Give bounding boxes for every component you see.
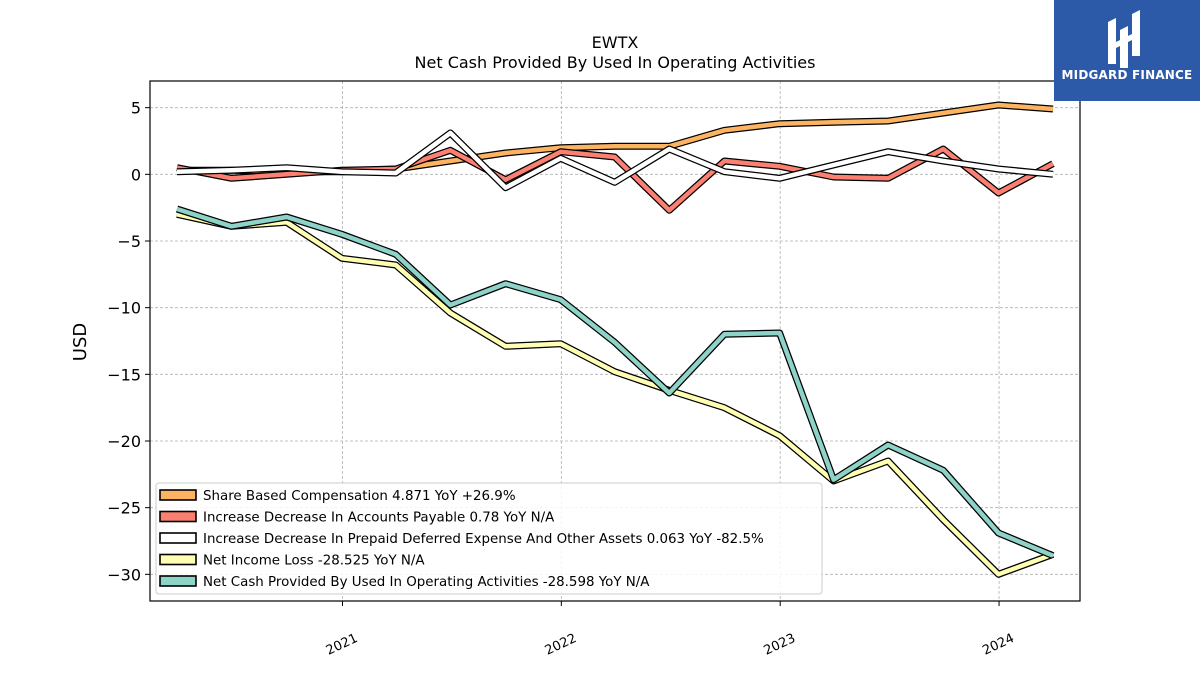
legend-swatch [159,553,197,566]
series-net-income-loss [176,210,1055,578]
x-tick-label: 2021 [324,631,360,659]
x-tick-label: 2022 [543,631,579,659]
plot-frame [149,80,1081,602]
y-tick-label: −20 [107,432,141,451]
y-tick-label: 5 [131,99,141,118]
y-tick-label: −5 [117,232,141,251]
legend-label: Net Cash Provided By Used In Operating A… [203,575,650,590]
brand-name: MIDGARD FINANCE [1061,68,1193,82]
chart-subtitle: Net Cash Provided By Used In Operating A… [415,53,816,72]
legend-label: Net Income Loss -28.525 YoY N/A [203,554,425,569]
series-line [176,212,1054,577]
legend: Share Based Compensation 4.871 YoY +26.9… [155,482,823,595]
legend-box [155,482,823,595]
y-axis-label: USD [70,323,91,361]
x-tick-label: 2023 [762,631,798,659]
y-tick-label: 0 [131,165,141,184]
brand-logo: MIDGARD FINANCE [1054,0,1200,101]
x-tick-label: 2024 [980,631,1016,659]
axes: 5 0 −5 −10 −15 −20 −25 −30 2021 2022 2023 2024 [107,99,1017,659]
chart-title: EWTX [592,33,639,52]
series-line [176,206,1054,558]
legend-swatch [159,489,197,501]
series-line [176,130,1054,190]
y-tick-label: −15 [107,365,141,384]
legend-swatch [159,510,197,523]
legend-label: Share Based Compensation 4.871 YoY +26.9… [203,489,516,504]
legend-swatch [159,532,197,544]
y-tick-label: −10 [107,299,141,318]
y-tick-label: −30 [107,565,141,584]
series-net-cash-provided-by-used-in-operating-activities [175,205,1055,559]
series-layer [175,101,1055,578]
y-tick-label: −25 [107,499,141,518]
series-increase-decrease-in-prepaid-deferred-expense-and-other-assets [176,129,1054,192]
midgard-logo-icon [1108,10,1140,68]
legend-label: Increase Decrease In Accounts Payable 0.… [203,511,555,526]
legend-label: Increase Decrease In Prepaid Deferred Ex… [203,532,764,547]
legend-swatch [159,575,197,587]
